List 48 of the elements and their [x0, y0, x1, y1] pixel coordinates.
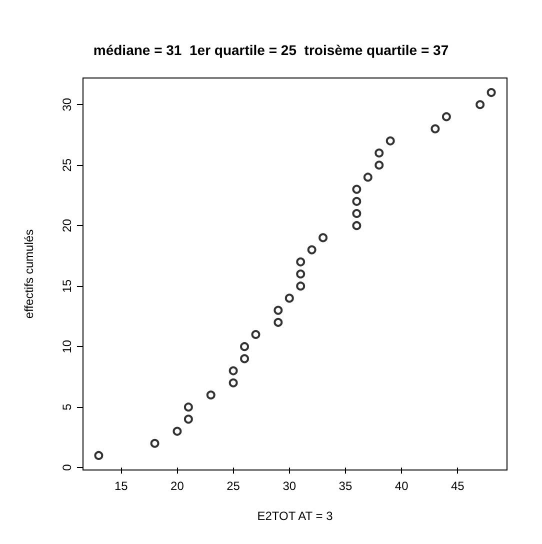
point: [374, 148, 384, 158]
point: [184, 402, 193, 412]
x-tick-label: 45: [450, 479, 465, 493]
y-tick-label: 15: [60, 279, 74, 293]
y-tick-label: 25: [60, 158, 74, 172]
y-tick-label: 10: [60, 340, 74, 354]
point: [296, 282, 306, 291]
y-tick-label: 20: [60, 218, 74, 232]
point: [430, 124, 440, 134]
point: [284, 294, 294, 303]
point: [274, 306, 283, 315]
y-axis-title: effectifs cumulés: [22, 229, 36, 319]
point: [442, 112, 451, 122]
x-tick-label: 25: [226, 479, 240, 493]
x-tick-label: 40: [394, 479, 409, 493]
point: [228, 366, 238, 376]
x-axis-title: E2TOT AT = 3: [257, 509, 334, 523]
point: [94, 450, 104, 460]
x-tick-label: 15: [114, 479, 128, 493]
x-tick-label: 30: [282, 479, 296, 493]
point: [352, 196, 362, 206]
point: [228, 378, 238, 388]
chart-title: médiane = 31 1er quartile = 25 troisème quartile = 37: [93, 42, 449, 58]
point: [274, 318, 283, 327]
point: [386, 136, 395, 146]
point: [184, 414, 193, 424]
point: [296, 270, 306, 278]
point: [251, 330, 260, 339]
point: [486, 88, 496, 98]
point: [150, 438, 160, 448]
point: [363, 172, 372, 182]
y-tick-label: 30: [60, 98, 74, 112]
point: [206, 390, 216, 400]
point: [476, 100, 485, 110]
point: [374, 160, 384, 170]
point: [240, 342, 250, 352]
point: [352, 184, 362, 194]
point: [352, 221, 362, 230]
point: [352, 209, 362, 218]
y-tick-label: 0: [60, 464, 74, 471]
point: [318, 233, 328, 242]
y-tick-label: 5: [60, 403, 74, 410]
point: [172, 426, 182, 436]
point: [240, 354, 250, 364]
x-tick-label: 20: [170, 479, 184, 493]
x-tick-label: 35: [338, 479, 352, 493]
point: [296, 257, 306, 266]
point: [307, 245, 316, 254]
